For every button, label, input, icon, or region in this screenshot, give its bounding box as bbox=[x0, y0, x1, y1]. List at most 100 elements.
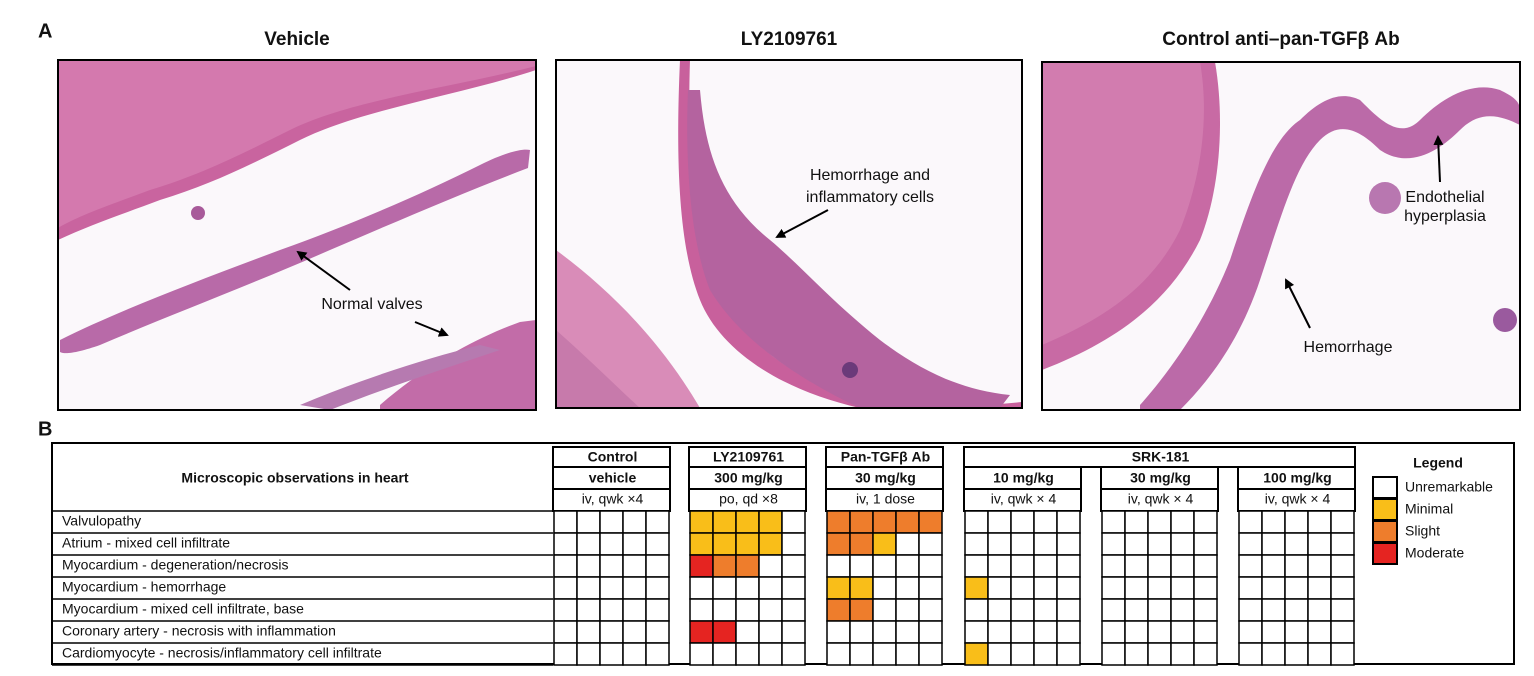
grade-cell bbox=[1033, 642, 1058, 666]
grade-cell bbox=[1284, 532, 1309, 556]
annotation: Hemorrhage and bbox=[810, 167, 930, 184]
grade-cell bbox=[553, 576, 578, 600]
grade-cell bbox=[1147, 510, 1172, 534]
legend-swatch bbox=[1372, 542, 1398, 565]
grade-cell bbox=[1170, 532, 1195, 556]
grade-cell bbox=[735, 532, 760, 556]
grade-cell bbox=[1307, 620, 1332, 644]
legend-label: Moderate bbox=[1405, 545, 1464, 561]
grade-cell bbox=[826, 554, 851, 578]
grade-cell bbox=[1284, 510, 1309, 534]
grade-cell bbox=[964, 576, 989, 600]
grade-cell bbox=[1147, 532, 1172, 556]
grade-cell bbox=[712, 642, 737, 666]
grade-cell bbox=[872, 554, 897, 578]
grade-cell bbox=[622, 642, 647, 666]
grade-cell bbox=[599, 576, 624, 600]
grade-cell bbox=[1284, 620, 1309, 644]
grade-cell bbox=[1147, 554, 1172, 578]
grade-cell bbox=[1170, 554, 1195, 578]
grade-cell bbox=[1056, 620, 1081, 644]
grade-cell bbox=[599, 532, 624, 556]
grade-cell bbox=[689, 620, 714, 644]
dose: 10 mg/kg bbox=[993, 470, 1054, 486]
grade-cell bbox=[1147, 598, 1172, 622]
grade-cell bbox=[1056, 554, 1081, 578]
grade-cell bbox=[1261, 576, 1286, 600]
grade-cell bbox=[1056, 642, 1081, 666]
grade-cell bbox=[758, 576, 783, 600]
grade-cell bbox=[1193, 576, 1218, 600]
grade-cell bbox=[781, 532, 806, 556]
grade-cell bbox=[1330, 620, 1355, 644]
group-name: SRK-181 bbox=[1132, 449, 1190, 465]
histology-image bbox=[58, 60, 536, 410]
grade-cell bbox=[599, 620, 624, 644]
image-title: LY2109761 bbox=[741, 29, 838, 50]
grade-cell bbox=[895, 598, 920, 622]
group-name: LY2109761 bbox=[713, 449, 784, 465]
grade-cell bbox=[826, 642, 851, 666]
grade-cell bbox=[1010, 620, 1035, 644]
grade-cell bbox=[1307, 576, 1332, 600]
arrow bbox=[296, 250, 351, 291]
grade-cell bbox=[1033, 532, 1058, 556]
grade-cell bbox=[1056, 510, 1081, 534]
grade-cell bbox=[689, 532, 714, 556]
grade-cell bbox=[872, 620, 897, 644]
grade-cell bbox=[553, 642, 578, 666]
grade-cell bbox=[645, 642, 670, 666]
grade-cell bbox=[987, 532, 1012, 556]
grade-cell bbox=[622, 620, 647, 644]
row-label: Coronary artery - necrosis with inflamma… bbox=[62, 623, 336, 639]
grade-cell bbox=[576, 554, 601, 578]
row-header: Microscopic observations in heart bbox=[181, 470, 409, 486]
grade-cell bbox=[712, 598, 737, 622]
grade-cell bbox=[964, 554, 989, 578]
grade-cell bbox=[1033, 576, 1058, 600]
grade-cell bbox=[1307, 510, 1332, 534]
panel-label: B bbox=[38, 418, 52, 440]
annotation: Hemorrhage bbox=[1304, 339, 1393, 356]
grade-cell bbox=[1124, 620, 1149, 644]
grade-cell bbox=[1193, 642, 1218, 666]
dose: 30 mg/kg bbox=[1130, 470, 1191, 486]
histology-image bbox=[556, 60, 1022, 408]
grade-cell bbox=[1147, 642, 1172, 666]
grade-cell bbox=[1033, 620, 1058, 644]
legend-label: Slight bbox=[1405, 523, 1440, 539]
grade-cell bbox=[599, 510, 624, 534]
group-name: Pan-TGFβ Ab bbox=[841, 449, 930, 465]
grade-cell bbox=[1261, 620, 1286, 644]
grade-cell bbox=[1238, 554, 1263, 578]
grade-cell bbox=[1101, 598, 1126, 622]
grade-cell bbox=[849, 554, 874, 578]
grade-cell bbox=[849, 598, 874, 622]
grade-cell bbox=[689, 576, 714, 600]
grade-cell bbox=[826, 532, 851, 556]
regimen: iv, qwk × 4 bbox=[991, 491, 1057, 507]
grade-cell bbox=[1147, 620, 1172, 644]
grade-cell bbox=[918, 554, 943, 578]
regimen: iv, 1 dose bbox=[856, 491, 915, 507]
grade-cell bbox=[1056, 598, 1081, 622]
grade-cell bbox=[1193, 554, 1218, 578]
grade-cell bbox=[689, 510, 714, 534]
image-title: Vehicle bbox=[264, 29, 330, 50]
grade-cell bbox=[872, 510, 897, 534]
grade-cell bbox=[918, 642, 943, 666]
grade-cell bbox=[918, 576, 943, 600]
grade-cell bbox=[553, 510, 578, 534]
legend-label: Minimal bbox=[1405, 501, 1453, 517]
grade-cell bbox=[1170, 510, 1195, 534]
grade-cell bbox=[758, 532, 783, 556]
grade-cell bbox=[895, 554, 920, 578]
grade-cell bbox=[849, 532, 874, 556]
annotation: inflammatory cells bbox=[806, 189, 934, 206]
grade-cell bbox=[781, 598, 806, 622]
dose: 30 mg/kg bbox=[855, 470, 916, 486]
grade-cell bbox=[849, 576, 874, 600]
grade-cell bbox=[872, 642, 897, 666]
grade-cell bbox=[645, 532, 670, 556]
grade-cell bbox=[826, 620, 851, 644]
